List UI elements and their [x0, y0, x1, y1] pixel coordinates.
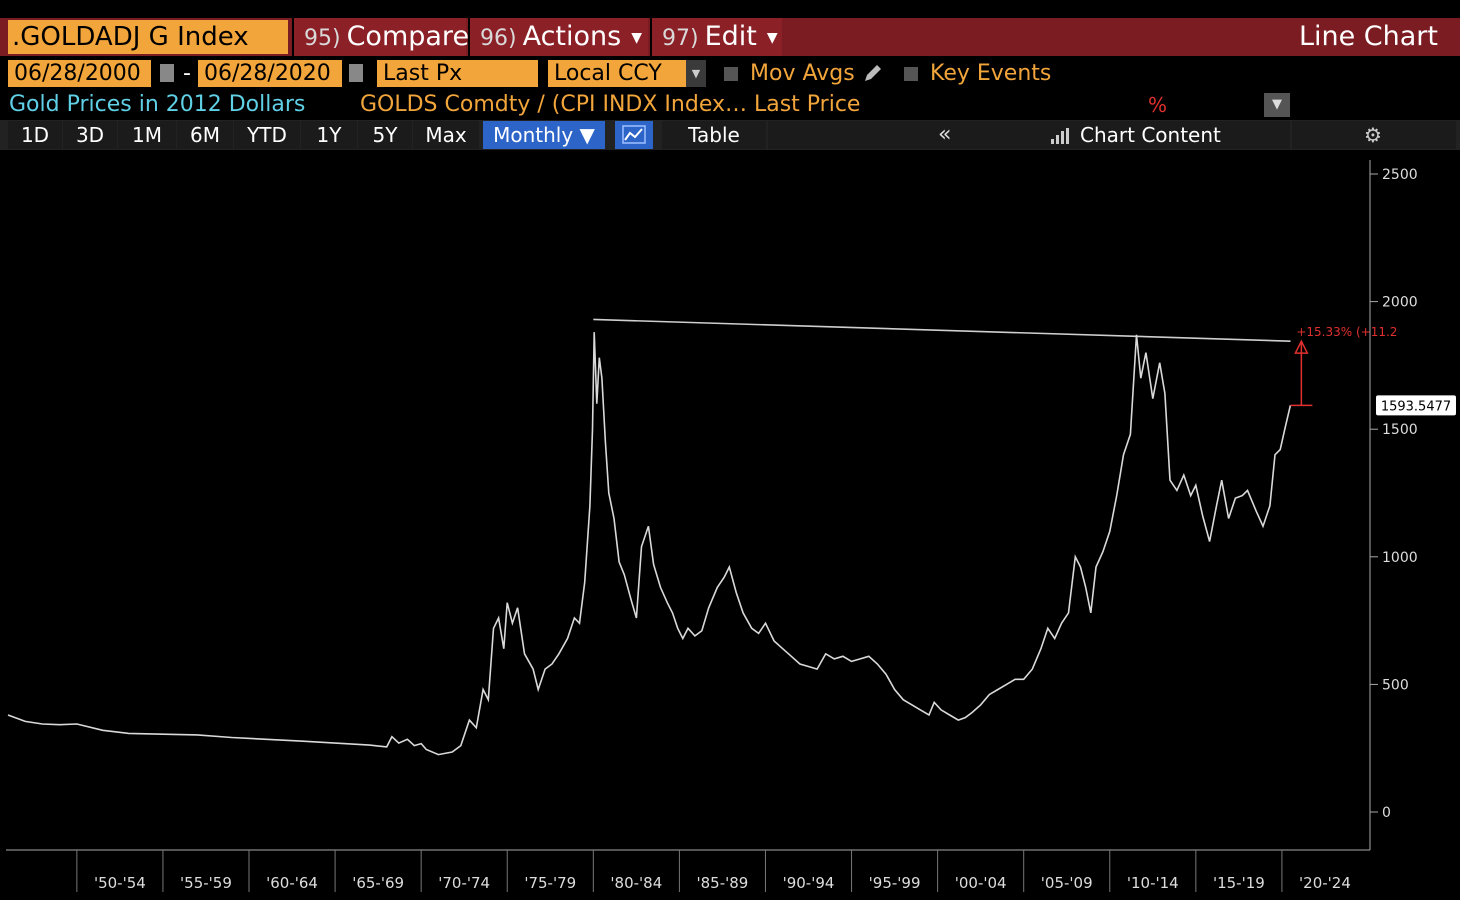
x-tick-label: '90-'94	[783, 874, 835, 892]
range-5y-button[interactable]: 5Y	[358, 121, 412, 149]
currency-select[interactable]: Local CCY	[548, 60, 686, 87]
chart-content-icon	[1051, 128, 1069, 144]
actions-shortcut: 96)	[480, 26, 517, 51]
x-tick-label: '75-'79	[524, 874, 576, 892]
x-tick-label: '10-'14	[1127, 874, 1179, 892]
key-events-checkbox[interactable]	[904, 67, 918, 81]
edit-label: Edit	[704, 21, 757, 52]
percent-toggle[interactable]: %	[1148, 93, 1168, 117]
x-axis: '50-'54 '55-'59 '60-'64 '65-'69 '70-'74 '75-'…	[6, 849, 1370, 892]
actions-label: Actions	[522, 21, 622, 52]
x-tick-label: '80-'84	[610, 874, 662, 892]
top-toolbar: .GOLDADJ G Index 95) Compare 96) Actions ▼ …	[0, 18, 1460, 56]
series-line-gold	[7, 332, 1292, 756]
date-separator: -	[183, 61, 191, 86]
x-tick-label: '00-'04	[955, 874, 1007, 892]
settings-button[interactable]: ⚙	[1292, 121, 1456, 149]
last-value-label: 1593.5477	[1381, 399, 1451, 414]
annotation-arrowhead	[1294, 339, 1309, 354]
options-row: 06/28/2000 - 06/28/2020 Last Px Local CC…	[0, 60, 1460, 88]
actions-button[interactable]: 96) Actions ▼	[468, 18, 648, 56]
calendar-icon[interactable]	[349, 64, 363, 82]
y-tick-label: 500	[1382, 677, 1409, 693]
edit-shortcut: 97)	[662, 26, 699, 51]
line-chart: 0 500 1000 1500 2000 2500 '50-'54 '55-'59 '60-'…	[6, 160, 1456, 892]
x-tick-label: '70-'74	[438, 874, 490, 892]
range-1d-button[interactable]: 1D	[8, 121, 62, 149]
start-date-input[interactable]: 06/28/2000	[8, 60, 151, 87]
x-tick-label: '65-'69	[352, 874, 404, 892]
frequency-select[interactable]: Monthly ▼	[483, 121, 605, 149]
edit-button[interactable]: 97) Edit ▼	[650, 18, 782, 56]
chart-content-button[interactable]: Chart Content	[1051, 121, 1290, 149]
range-max-button[interactable]: Max	[413, 121, 479, 149]
calendar-icon[interactable]	[160, 64, 174, 82]
series-definition[interactable]: GOLDS Comdty / (CPI INDX Index… Last Pri…	[360, 92, 861, 117]
chevron-down-icon[interactable]: ▼	[686, 60, 706, 87]
mov-avgs-checkbox[interactable]	[724, 67, 738, 81]
chevron-down-icon: ▼	[631, 29, 642, 46]
line-chart-icon[interactable]	[615, 121, 653, 149]
compare-button[interactable]: 95) Compare	[292, 18, 470, 56]
x-tick-label: '05-'09	[1041, 874, 1093, 892]
x-tick-label: '55-'59	[180, 874, 232, 892]
range-1y-button[interactable]: 1Y	[301, 121, 357, 149]
y-tick-label: 1000	[1382, 550, 1418, 566]
ticker-field[interactable]: .GOLDADJ G Index	[8, 20, 288, 54]
range-ytd-button[interactable]: YTD	[234, 121, 300, 149]
collapse-button[interactable]: «	[768, 121, 1140, 149]
y-tick-label: 1500	[1382, 422, 1418, 438]
pencil-icon[interactable]	[862, 64, 884, 84]
x-tick-label: '50-'54	[94, 874, 146, 892]
view-title: Line Chart	[1298, 21, 1438, 52]
series-name[interactable]: Gold Prices in 2012 Dollars	[9, 92, 306, 117]
x-tick-label: '20-'24	[1299, 874, 1351, 892]
compare-shortcut: 95)	[304, 26, 341, 51]
last-value-box	[1376, 395, 1456, 416]
filter-icon[interactable]: ▼	[1264, 93, 1290, 117]
range-bar: 1D 3D 1M 6M YTD 1Y 5Y Max Monthly ▼ Tabl…	[0, 120, 1460, 150]
y-axis: 0 500 1000 1500 2000 2500	[1369, 160, 1418, 850]
y-tick-label: 2500	[1382, 167, 1418, 183]
y-tick-label: 2000	[1382, 295, 1418, 311]
chart-content-label: Chart Content	[1080, 123, 1221, 147]
x-tick-label: '60-'64	[266, 874, 318, 892]
chevron-down-icon: ▼	[766, 29, 778, 46]
range-6m-button[interactable]: 6M	[177, 121, 233, 149]
compare-label: Compare	[346, 21, 470, 52]
end-date-input[interactable]: 06/28/2020	[198, 60, 342, 87]
double-chevron-left-icon: «	[938, 122, 952, 147]
change-annotation[interactable]: +15.33% (+11.2	[1290, 325, 1397, 407]
last-value-marker: 1593.5477	[1376, 395, 1456, 416]
x-tick-label: '95-'99	[869, 874, 921, 892]
range-3d-button[interactable]: 3D	[63, 121, 117, 149]
mov-avgs-label: Mov Avgs	[750, 61, 855, 86]
range-1m-button[interactable]: 1M	[118, 121, 176, 149]
y-tick-label: 0	[1382, 805, 1391, 821]
x-tick-label: '85-'89	[697, 874, 749, 892]
key-events-label: Key Events	[930, 61, 1052, 86]
annotation-label: +15.33% (+11.2	[1296, 325, 1397, 339]
series-row: Gold Prices in 2012 Dollars GOLDS Comdty…	[0, 91, 1460, 119]
field-select[interactable]: Last Px	[377, 60, 538, 87]
table-button[interactable]: Table	[662, 121, 766, 149]
gear-icon: ⚙	[1364, 123, 1382, 147]
x-tick-label: '15-'19	[1213, 874, 1265, 892]
trendline[interactable]	[593, 318, 1291, 342]
